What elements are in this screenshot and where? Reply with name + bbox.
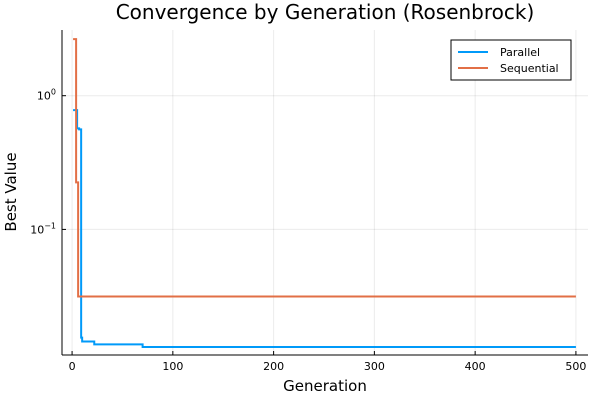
axes: 0 100 200 300 400 500 100 10−1: [30, 30, 588, 373]
chart-title: Convergence by Generation (Rosenbrock): [116, 0, 535, 24]
plot-series: [73, 38, 576, 348]
x-tick-label: 400: [465, 360, 486, 373]
x-axis-label: Generation: [283, 377, 367, 395]
series-line-sequential: [73, 38, 576, 298]
x-tick-label: 300: [364, 360, 385, 373]
series-line-parallel: [73, 109, 576, 348]
legend-label-parallel: Parallel: [500, 46, 540, 59]
legend: Parallel Sequential: [450, 39, 572, 81]
y-tick-label: 10−1: [30, 221, 56, 236]
legend-box: [450, 39, 572, 81]
x-tick-label: 0: [69, 360, 76, 373]
legend-label-sequential: Sequential: [500, 62, 559, 75]
x-tick-label: 200: [263, 360, 284, 373]
x-tick-label: 100: [162, 360, 183, 373]
y-tick-label: 100: [37, 88, 56, 103]
y-axis-label: Best Value: [2, 152, 20, 231]
grid: [62, 30, 588, 355]
x-tick-label: 500: [565, 360, 586, 373]
